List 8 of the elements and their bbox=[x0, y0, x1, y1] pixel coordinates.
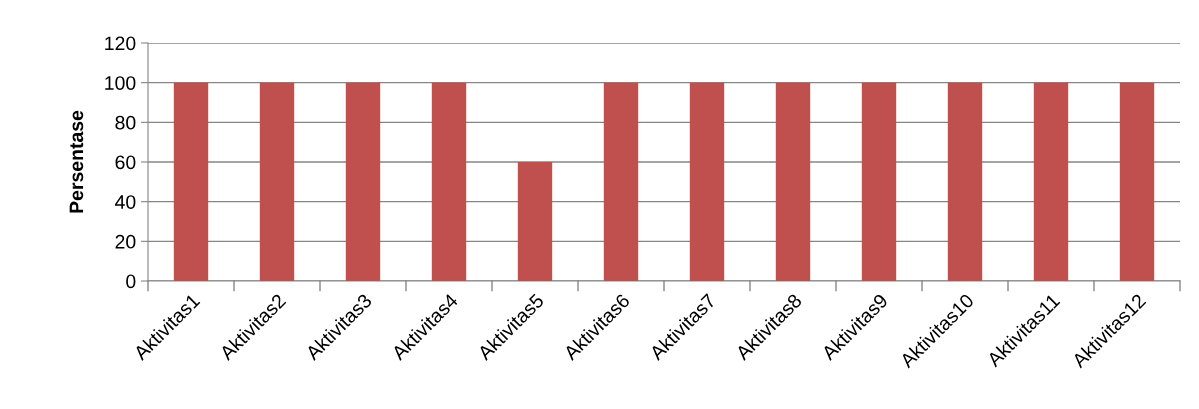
y-tick-label: 20 bbox=[115, 234, 136, 249]
y-tick-label: 0 bbox=[126, 274, 136, 289]
y-tick-label: 40 bbox=[115, 195, 136, 209]
y-tick-label: 80 bbox=[115, 115, 136, 130]
y-tick-label: 100 bbox=[105, 76, 136, 90]
y-axis-title: Persentase bbox=[69, 110, 84, 213]
y-tick-label: 120 bbox=[105, 36, 136, 51]
y-tick-label: 60 bbox=[115, 155, 136, 170]
